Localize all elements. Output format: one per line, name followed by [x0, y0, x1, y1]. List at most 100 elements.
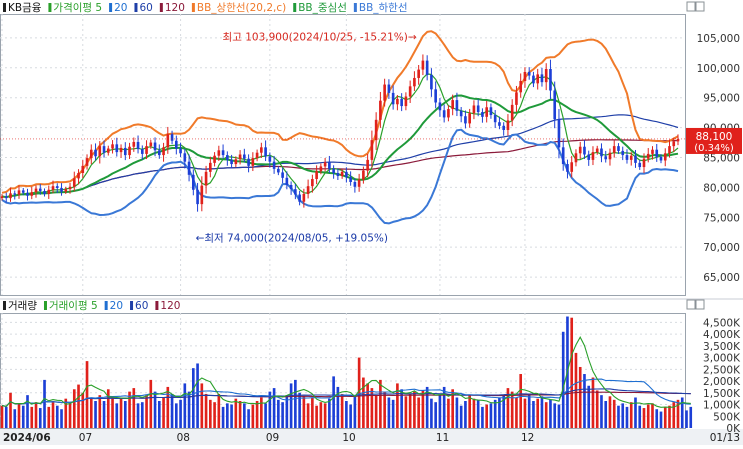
volume-bar — [549, 399, 552, 428]
volume-bar — [502, 395, 506, 428]
volume-bar — [268, 391, 272, 428]
volume-bar — [102, 401, 106, 428]
candle-body — [128, 146, 131, 156]
candle-body — [102, 146, 106, 153]
time-tick-label: 07 — [79, 432, 92, 444]
volume-bar — [668, 405, 671, 428]
volume-bar — [132, 388, 136, 428]
volume-tick-label: 3,000K — [703, 353, 741, 365]
price-legend-swatch — [3, 3, 6, 12]
volume-bar — [353, 396, 357, 428]
volume-bar — [251, 404, 255, 428]
volume-bar — [430, 398, 433, 428]
volume-bar — [413, 391, 416, 428]
candle-body — [243, 154, 246, 159]
panel-control-icon — [686, 1, 696, 12]
time-tick-label: 2024/06 — [3, 432, 51, 444]
volume-bar — [442, 386, 446, 428]
candle-body — [587, 154, 591, 160]
candle-body — [481, 112, 484, 117]
price-legend-label: 60 — [139, 2, 152, 14]
price-tick-label: 105,000 — [697, 33, 740, 45]
volume-bar — [532, 401, 535, 428]
candle-body — [506, 120, 510, 130]
volume-bar — [43, 379, 46, 428]
volume-tick-label: 500K — [713, 411, 741, 423]
candle-body — [476, 105, 480, 113]
candle-body — [387, 84, 391, 93]
volume-bar — [357, 357, 361, 428]
volume-bar — [434, 402, 437, 428]
volume-legend-swatch — [43, 301, 47, 310]
candle-body — [391, 92, 395, 105]
candle-body — [43, 190, 46, 194]
candle-body — [264, 147, 267, 157]
candle-body — [111, 144, 114, 149]
candle-body — [362, 170, 365, 180]
price-panel — [0, 14, 686, 296]
volume-bar — [51, 401, 55, 428]
candle-body — [421, 60, 425, 70]
volume-bar — [140, 402, 144, 428]
volume-bar — [277, 399, 280, 428]
volume-bar — [408, 393, 412, 428]
volume-legend-swatch — [3, 301, 6, 310]
price-legend-label: 가격이평 5 — [53, 1, 102, 14]
volume-bar — [13, 409, 17, 428]
volume-bar — [149, 379, 153, 428]
panel-control-icon — [686, 299, 696, 310]
volume-bar — [600, 395, 603, 428]
time-tick-label: 11 — [436, 432, 449, 444]
candle-body — [77, 173, 80, 179]
volume-tick-label: 2,500K — [703, 364, 741, 376]
volume-bar — [323, 403, 327, 428]
volume-bar — [659, 411, 663, 428]
volume-bar — [162, 397, 165, 428]
candle-body — [345, 171, 348, 178]
candle-body — [26, 192, 29, 196]
candle-body — [425, 60, 429, 75]
volume-bar — [595, 390, 599, 428]
candle-body — [268, 156, 272, 162]
candle-body — [404, 96, 408, 107]
candle-body — [72, 178, 76, 187]
volume-bar — [4, 406, 8, 428]
candle-body — [629, 155, 633, 160]
candle-body — [294, 189, 297, 195]
candle-body — [472, 105, 476, 114]
candle-body — [311, 179, 314, 187]
volume-bar — [651, 403, 654, 428]
volume-bar — [123, 401, 127, 428]
price-legend-swatch — [109, 3, 113, 12]
candle-body — [578, 146, 582, 154]
volume-bar — [625, 406, 629, 428]
candle-body — [200, 185, 204, 205]
time-tick-label: 12 — [521, 432, 534, 444]
price-tick-label: 80,000 — [703, 182, 740, 194]
candle-body — [625, 155, 629, 160]
candle-body — [434, 89, 437, 103]
candle-body — [642, 158, 646, 168]
bb-middle-line — [1, 94, 679, 199]
candle-body — [55, 186, 59, 188]
candle-body — [230, 159, 233, 165]
candle-body — [47, 189, 51, 194]
volume-legend-label: 거래량 — [8, 300, 37, 312]
candle-body — [340, 171, 344, 177]
time-tick-label: 09 — [266, 432, 279, 444]
candle-body — [174, 140, 178, 149]
volume-bar — [332, 376, 335, 428]
price-legend-label: BB_상한선(20,2,c) — [197, 2, 286, 14]
volume-bar — [489, 403, 493, 428]
volume-bar — [128, 391, 131, 428]
candle-body — [289, 184, 293, 190]
volume-bar — [451, 389, 454, 428]
candle-body — [400, 98, 403, 107]
volume-bar — [298, 392, 301, 428]
candle-body — [145, 146, 148, 154]
price-tick-label: 85,000 — [703, 152, 740, 164]
candle-body — [81, 165, 85, 174]
low-annotation: ←최저 74,000(2024/08/05, +19.05%) — [196, 232, 388, 244]
candle-body — [638, 162, 642, 168]
candle-body — [408, 86, 412, 97]
